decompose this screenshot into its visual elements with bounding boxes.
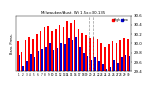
Bar xyxy=(53,50,54,71)
Bar xyxy=(66,21,68,71)
Bar xyxy=(59,25,60,71)
Bar xyxy=(68,38,69,71)
Bar xyxy=(28,37,30,71)
Bar xyxy=(32,39,34,71)
Bar xyxy=(40,31,41,71)
Bar xyxy=(25,40,26,71)
Bar xyxy=(108,44,110,71)
Y-axis label: Baro. Press.: Baro. Press. xyxy=(10,33,14,54)
Bar xyxy=(93,37,94,71)
Legend: High, Low: High, Low xyxy=(111,17,130,22)
Bar xyxy=(102,64,104,71)
Bar xyxy=(117,63,119,71)
Bar xyxy=(26,61,28,71)
Bar xyxy=(51,31,53,71)
Bar xyxy=(30,54,32,71)
Bar xyxy=(78,29,79,71)
Bar xyxy=(60,43,62,71)
Bar xyxy=(119,40,121,71)
Bar xyxy=(116,43,117,71)
Bar xyxy=(123,38,125,71)
Bar xyxy=(127,39,128,71)
Bar xyxy=(41,49,43,71)
Bar xyxy=(94,57,96,71)
Bar xyxy=(97,39,98,71)
Bar xyxy=(81,33,83,71)
Bar xyxy=(104,47,106,71)
Bar xyxy=(56,48,58,71)
Bar xyxy=(36,34,38,71)
Bar xyxy=(100,43,102,71)
Bar xyxy=(91,60,92,71)
Bar xyxy=(63,27,64,71)
Bar xyxy=(121,57,123,71)
Bar xyxy=(55,29,56,71)
Bar xyxy=(98,61,100,71)
Title: Milwaukee/Aust. Wi 1.5x=30.135: Milwaukee/Aust. Wi 1.5x=30.135 xyxy=(41,11,106,15)
Bar xyxy=(47,26,49,71)
Bar xyxy=(72,40,73,71)
Bar xyxy=(110,67,111,71)
Bar xyxy=(125,55,126,71)
Bar xyxy=(85,35,87,71)
Bar xyxy=(17,41,19,71)
Bar xyxy=(128,56,130,71)
Bar xyxy=(19,55,20,71)
Bar xyxy=(44,27,45,71)
Bar xyxy=(34,57,35,71)
Bar xyxy=(87,56,88,71)
Bar xyxy=(74,20,76,71)
Bar xyxy=(45,47,47,71)
Bar xyxy=(64,44,66,71)
Bar xyxy=(38,51,39,71)
Bar xyxy=(76,37,77,71)
Bar xyxy=(83,53,85,71)
Bar xyxy=(22,66,24,71)
Bar xyxy=(49,43,51,71)
Bar xyxy=(79,47,81,71)
Bar xyxy=(106,69,107,71)
Bar xyxy=(112,41,113,71)
Bar xyxy=(21,52,22,71)
Bar xyxy=(70,23,72,71)
Bar xyxy=(113,60,115,71)
Bar xyxy=(89,38,91,71)
